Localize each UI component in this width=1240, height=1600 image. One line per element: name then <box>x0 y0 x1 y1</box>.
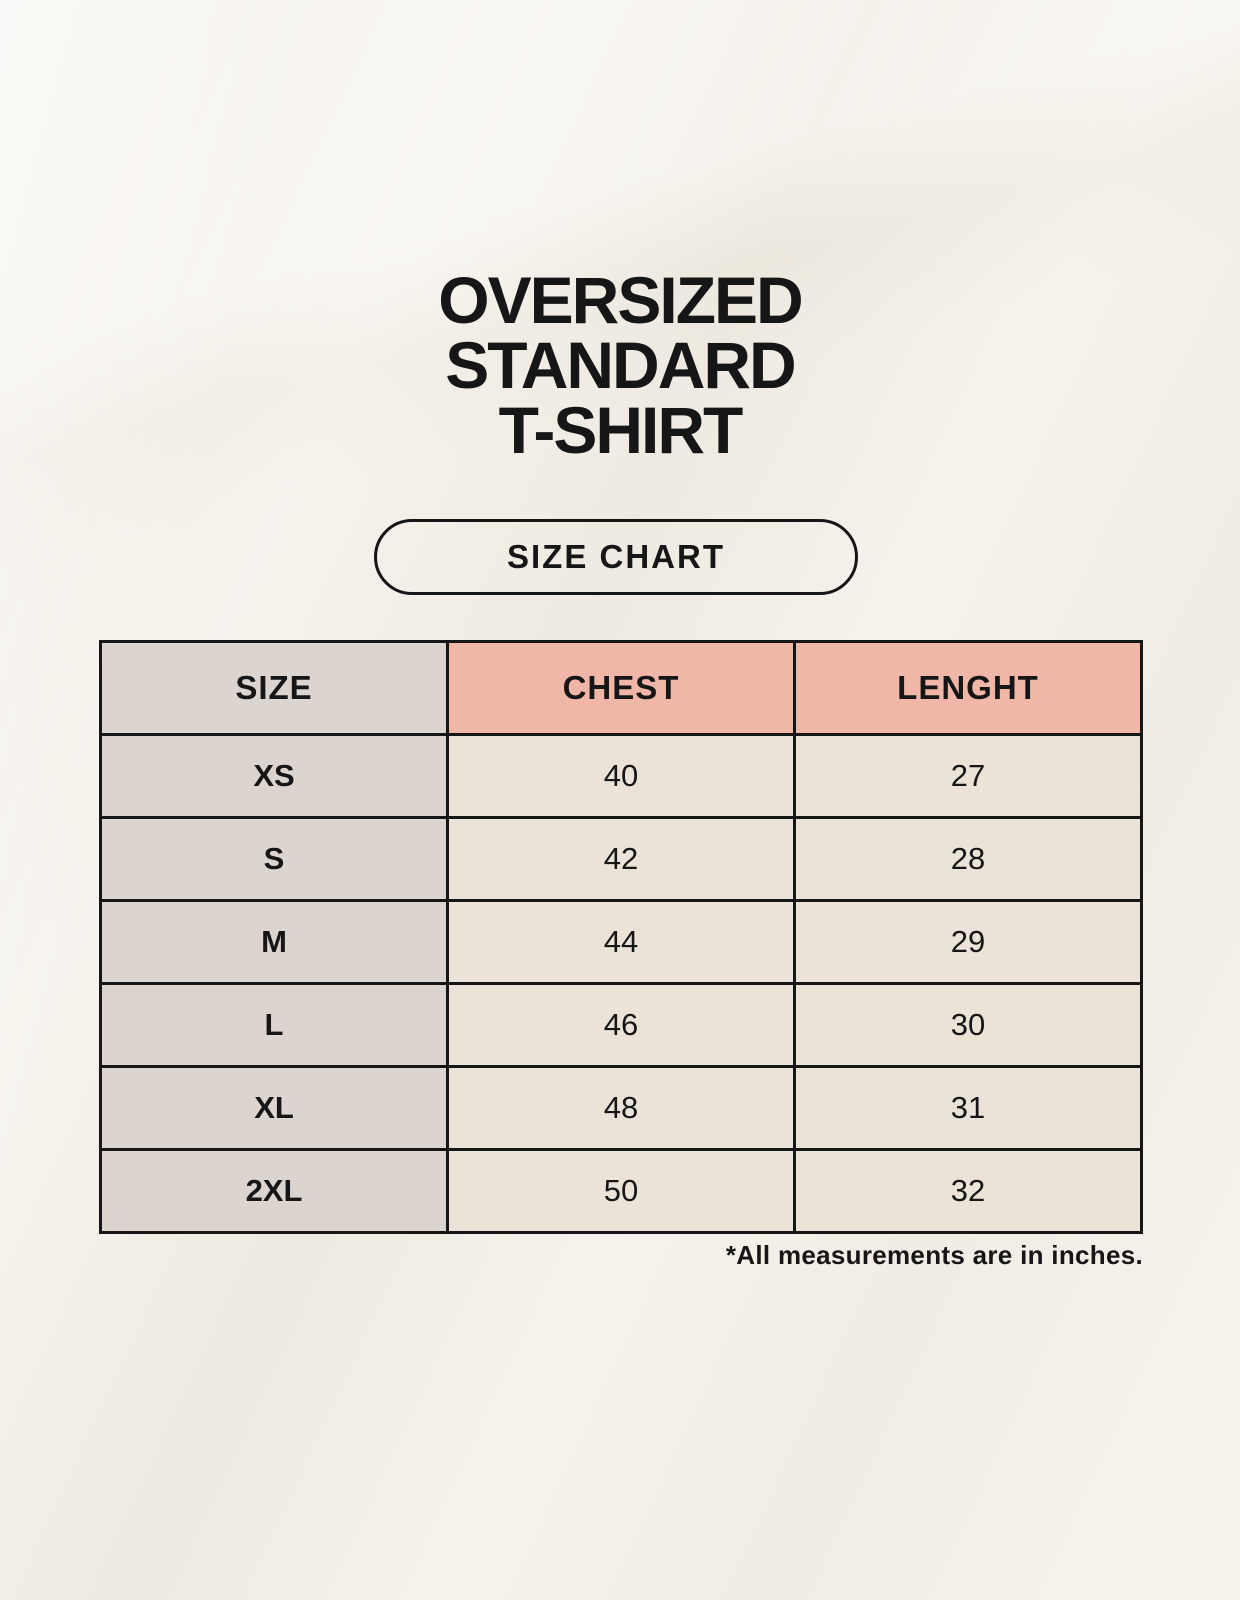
size-chart-badge-label: SIZE CHART <box>507 538 725 575</box>
page-title-line-1: OVERSIZED <box>438 263 803 337</box>
table-row-s: S 42 28 <box>99 816 1143 902</box>
table-row-xs: XS 40 27 <box>99 733 1143 819</box>
page-title-line-2: STANDARD <box>445 328 796 402</box>
length-cell: 29 <box>793 899 1143 985</box>
size-chart-table: SIZE CHEST LENGHT XS 40 27 S 42 28 M 44 … <box>99 640 1143 1234</box>
page-title: OVERSIZED STANDARD T-SHIRT <box>0 263 1240 467</box>
column-header-length: LENGHT <box>793 640 1143 736</box>
size-chart-badge: SIZE CHART <box>374 519 858 595</box>
size-cell: XL <box>99 1065 449 1151</box>
size-cell: XS <box>99 733 449 819</box>
chest-cell: 40 <box>446 733 796 819</box>
length-cell: 27 <box>793 733 1143 819</box>
size-cell: S <box>99 816 449 902</box>
chest-cell: 44 <box>446 899 796 985</box>
chest-cell: 50 <box>446 1148 796 1234</box>
size-cell: M <box>99 899 449 985</box>
length-cell: 31 <box>793 1065 1143 1151</box>
table-row-xl: XL 48 31 <box>99 1065 1143 1151</box>
column-header-size: SIZE <box>99 640 449 736</box>
table-row-m: M 44 29 <box>99 899 1143 985</box>
chest-cell: 48 <box>446 1065 796 1151</box>
measurements-footnote: *All measurements are in inches. <box>725 1240 1143 1270</box>
table-row-2xl: 2XL 50 32 <box>99 1148 1143 1234</box>
table-header-row: SIZE CHEST LENGHT <box>99 640 1143 736</box>
page-title-line-3: T-SHIRT <box>498 393 744 467</box>
size-cell: 2XL <box>99 1148 449 1234</box>
table-row-l: L 46 30 <box>99 982 1143 1068</box>
chest-cell: 46 <box>446 982 796 1068</box>
chest-cell: 42 <box>446 816 796 902</box>
length-cell: 30 <box>793 982 1143 1068</box>
length-cell: 28 <box>793 816 1143 902</box>
size-cell: L <box>99 982 449 1068</box>
length-cell: 32 <box>793 1148 1143 1234</box>
column-header-chest: CHEST <box>446 640 796 736</box>
